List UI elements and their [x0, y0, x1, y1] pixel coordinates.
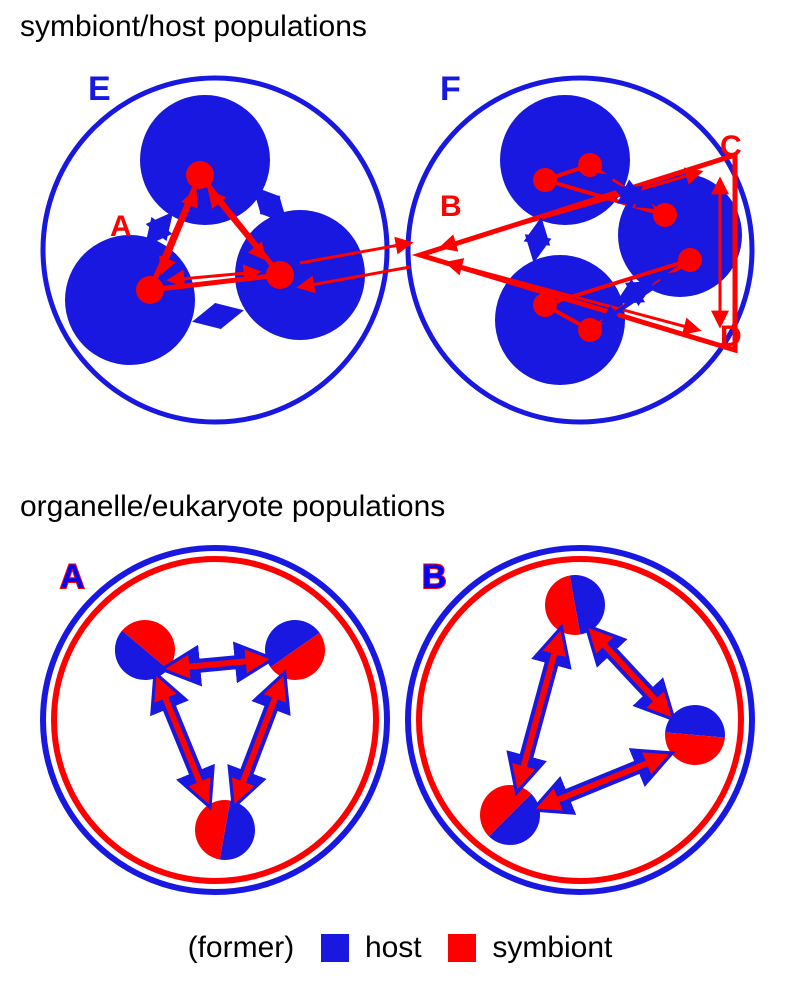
- figure-root: symbiont/host populations organelle/euka…: [0, 0, 800, 991]
- host-arrow: [258, 192, 282, 218]
- label-E: E: [88, 70, 111, 109]
- eukaryote-cell: [190, 795, 260, 865]
- legend-host-label: host: [365, 931, 422, 965]
- host-cell: [140, 95, 270, 225]
- label-bottom-A: A: [60, 558, 85, 597]
- eukaryote-cell: [540, 570, 610, 640]
- label-C: C: [720, 130, 742, 164]
- label-bottom-B: B: [422, 558, 447, 597]
- legend-swatch-host: [321, 934, 349, 962]
- host-cell: [500, 95, 630, 225]
- eukaryote-cell: [662, 702, 727, 767]
- legend-symbiont-label: symbiont: [492, 931, 612, 965]
- host-cell: [235, 210, 365, 340]
- legend: (former) host symbiont: [0, 930, 800, 965]
- label-D: D: [720, 320, 742, 354]
- host-arrow: [150, 218, 168, 240]
- host-arrow: [200, 312, 236, 320]
- eukaryote-arrows-B: [520, 635, 665, 805]
- host-arrow: [535, 225, 540, 255]
- host-cell: [65, 235, 195, 365]
- legend-swatch-symbiont: [448, 934, 476, 962]
- legend-prefix: (former): [188, 931, 295, 965]
- label-B: B: [440, 190, 462, 224]
- label-F: F: [440, 70, 461, 109]
- eukaryote-cell: [253, 608, 337, 692]
- label-A: A: [110, 210, 132, 244]
- diagram-svg: [0, 0, 800, 991]
